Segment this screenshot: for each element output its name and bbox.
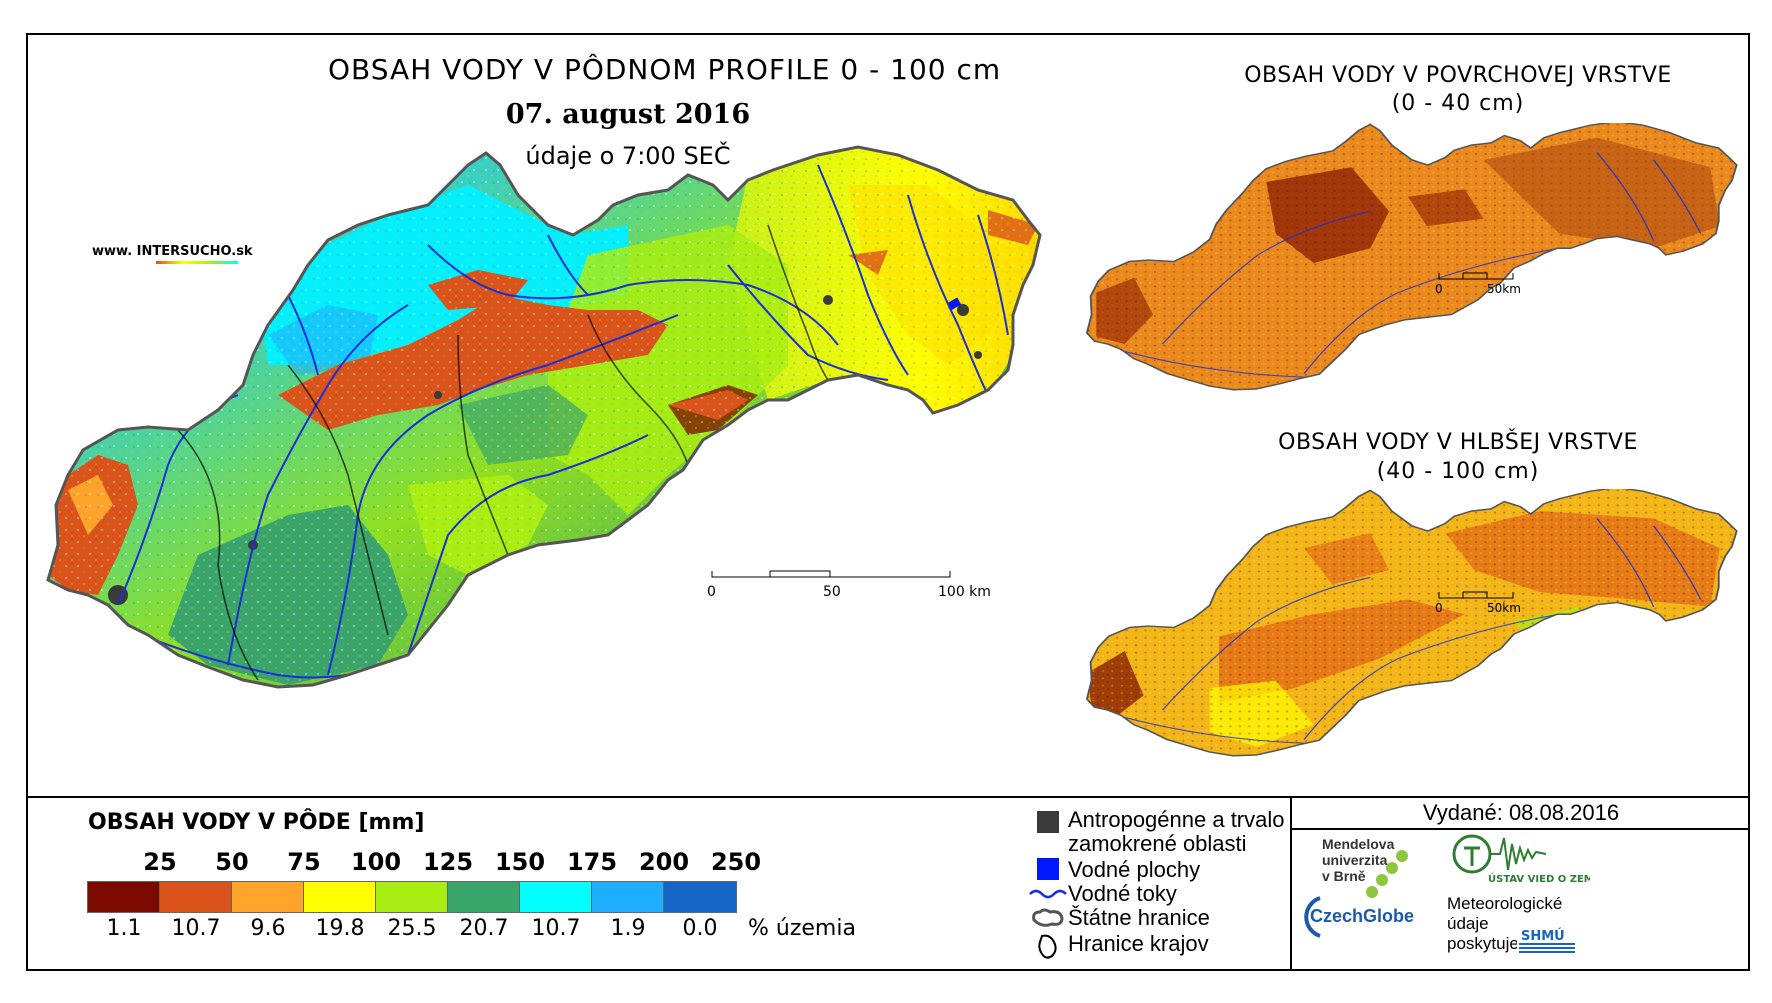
- legend-color-swatch: [592, 882, 664, 912]
- legend-symbol-anthropogenic: Antropogénne a trvalo zamokrené oblasti: [1028, 808, 1285, 856]
- legend-color-swatch: [88, 882, 160, 912]
- deep-soil-water-map: [1085, 489, 1738, 757]
- main-soil-water-map: 0 50 100 km: [46, 145, 1042, 689]
- legend-bound: 175: [566, 848, 618, 876]
- deep-scale-label-50: 50km: [1487, 601, 1521, 615]
- issued-date: Vydané: 08.08.2016: [1292, 800, 1750, 830]
- main-scale-bar: [711, 570, 951, 578]
- meteo-line: Meteorologické: [1447, 894, 1563, 913]
- legend-panel: OBSAH VODY V PÔDE [mm] 25 50 75 100 125 …: [28, 798, 1750, 971]
- legend-percent: 19.8: [315, 916, 365, 941]
- czechglobe-icon: [1304, 896, 1321, 938]
- legend-color-swatch: [304, 882, 376, 912]
- website-prefix: www. INTER: [92, 244, 181, 259]
- legend-percent: 1.1: [106, 916, 142, 941]
- legend-bound: 100: [350, 848, 402, 876]
- map-frame: OBSAH VODY V PÔDNOM PROFILE 0 - 100 cm 0…: [26, 33, 1750, 971]
- legend-symbol-water-bodies: Vodné plochy: [1028, 858, 1200, 882]
- legend-bound: 50: [215, 848, 249, 876]
- deep-map-subtitle: (40 - 100 cm): [1376, 459, 1540, 484]
- map-panel: OBSAH VODY V PÔDNOM PROFILE 0 - 100 cm 0…: [28, 35, 1750, 798]
- legend-color-swatch: [664, 882, 736, 912]
- blue-square-icon: [1037, 858, 1059, 880]
- meteo-data-provider-label: Meteorologické údaje poskytuje:: [1447, 894, 1562, 954]
- mendel-line: v Brně: [1322, 868, 1366, 884]
- website-label: www. INTERSUCHO.sk: [92, 244, 253, 259]
- legend-color-swatch: [376, 882, 448, 912]
- legend-symbol-label: Antropogénne a trvalo: [1068, 807, 1285, 832]
- surface-soil-water-map: [1085, 123, 1738, 391]
- meteo-line: poskytuje:: [1447, 934, 1524, 953]
- dark-square-icon: [1037, 811, 1059, 833]
- legend-percent-row: 1.1 10.7 9.6 19.8 25.5 20.7 10.7 1.9 0.0: [88, 916, 888, 944]
- main-scale-label-100: 100 km: [938, 584, 991, 600]
- deep-scale-bar: 0 50km: [1435, 591, 1521, 615]
- website-suffix: .sk: [231, 244, 253, 259]
- meteo-line: údaje: [1447, 914, 1489, 933]
- state-border-icon: [1032, 908, 1064, 927]
- mendel-line: Mendelova: [1322, 836, 1395, 852]
- main-map-time: údaje o 7:00 SEČ: [525, 142, 731, 170]
- legend-bound: 250: [710, 848, 762, 876]
- legend-percent: 10.7: [171, 916, 221, 941]
- legend-symbol-region-borders: Hranice krajov: [1028, 932, 1209, 960]
- legend-percent: 10.7: [531, 916, 581, 941]
- deep-map-title: OBSAH VODY V HLBŠEJ VRSTVE: [1278, 430, 1638, 455]
- legend-percent: 25.5: [387, 916, 437, 941]
- earth-science-institute-logo: ÚSTAV VIED O ZEMI: [1452, 834, 1590, 885]
- mendel-line: univerzita: [1322, 852, 1388, 868]
- mendel-dots-icon: [1366, 850, 1408, 898]
- legend-symbol-label: Vodné plochy: [1068, 857, 1201, 882]
- shmu-text: SHMÚ: [1521, 928, 1565, 944]
- river-line-icon: [1029, 889, 1067, 899]
- legend-color-swatch: [448, 882, 520, 912]
- legend-symbol-rivers: Vodné toky: [1028, 882, 1177, 906]
- legend-symbol-label: Štátne hranice: [1068, 905, 1210, 930]
- surface-scale-label-50: 50km: [1487, 282, 1521, 296]
- legend-color-swatch: [160, 882, 232, 912]
- legend-symbol-label: Vodné toky: [1068, 881, 1177, 906]
- legend-percent: 0.0: [682, 916, 718, 941]
- legend-bound: 75: [287, 848, 321, 876]
- mendel-university-label: Mendelova univerzita v Brně: [1322, 836, 1394, 884]
- surface-map-subtitle: (0 - 40 cm): [1391, 91, 1525, 116]
- main-scale-label-50: 50: [823, 584, 841, 600]
- legend-symbol-state-borders: Štátne hranice: [1028, 906, 1210, 930]
- legend-percent: 1.9: [610, 916, 646, 941]
- website-brand: SUCHO: [180, 244, 232, 259]
- legend-color-swatch: [520, 882, 592, 912]
- issuer-box: Vydané: 08.08.2016 Mendelova univerzita …: [1290, 798, 1750, 971]
- surface-scale-label-0: 0: [1435, 282, 1443, 296]
- czechglobe-logo: CzechGlobe: [1310, 906, 1415, 926]
- legend-percent-label: % územia: [748, 916, 856, 941]
- surface-map-title: OBSAH VODY V POVRCHOVEJ VRSTVE: [1244, 63, 1672, 88]
- legend-percent: 20.7: [459, 916, 509, 941]
- legend-color-swatch: [232, 882, 304, 912]
- legend-class-bounds: 25 50 75 100 125 150 175 200 250: [88, 848, 868, 878]
- region-border-icon: [1038, 934, 1057, 959]
- surface-scale-bar: 0 50km: [1435, 272, 1521, 296]
- legend-title: OBSAH VODY V PÔDE [mm]: [88, 810, 425, 835]
- website-underline: [156, 261, 238, 264]
- deep-scale-label-0: 0: [1435, 601, 1443, 615]
- legend-bound: 25: [143, 848, 177, 876]
- main-map-title: OBSAH VODY V PÔDNOM PROFILE 0 - 100 cm: [328, 53, 1002, 86]
- legend-bound: 150: [494, 848, 546, 876]
- uvgz-text: ÚSTAV VIED O ZEMI: [1488, 872, 1590, 885]
- legend-color-bar: [87, 881, 737, 913]
- legend-percent: 9.6: [250, 916, 286, 941]
- main-scale-label-0: 0: [707, 584, 716, 600]
- legend-bound: 125: [422, 848, 474, 876]
- legend-symbol-label: zamokrené oblasti: [1068, 831, 1247, 856]
- shmu-logo: SHMÚ: [1517, 926, 1577, 954]
- legend-symbol-label: Hranice krajov: [1068, 931, 1209, 956]
- main-map-date: 07. august 2016: [505, 99, 751, 130]
- legend-bound: 200: [638, 848, 690, 876]
